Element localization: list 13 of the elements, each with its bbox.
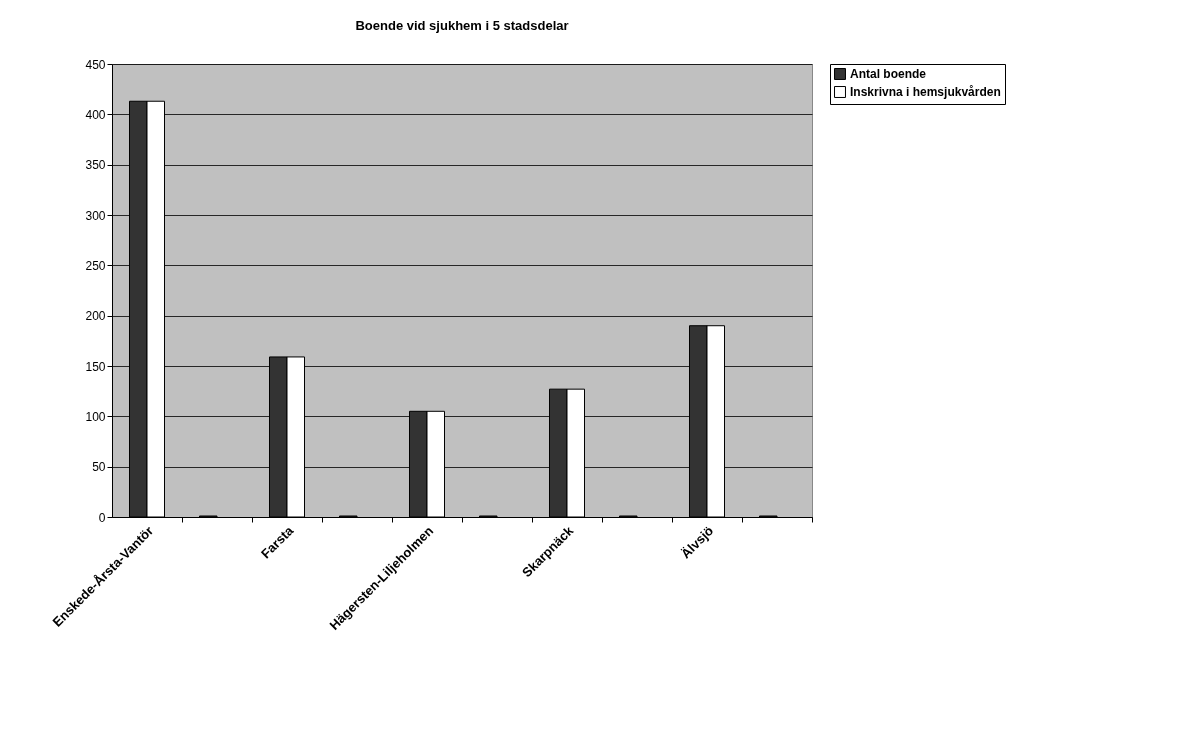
y-tick-label: 450	[85, 57, 106, 72]
y-tick-label: 100	[85, 409, 106, 424]
legend-label: Inskrivna i hemsjukvården	[850, 85, 1001, 99]
y-tick-label: 150	[85, 359, 106, 374]
legend-label: Antal boende	[850, 67, 927, 81]
y-tick-label: 350	[85, 158, 106, 173]
y-tick-label: 0	[98, 510, 106, 525]
y-tick-label: 300	[85, 208, 106, 223]
chart-title: Boende vid sjukhem i 5 stadsdelar	[355, 18, 569, 33]
y-tick-label: 50	[92, 460, 106, 475]
y-tick-label: 250	[85, 258, 106, 273]
y-tick-label: 200	[85, 309, 106, 324]
y-tick-label: 400	[85, 107, 106, 122]
